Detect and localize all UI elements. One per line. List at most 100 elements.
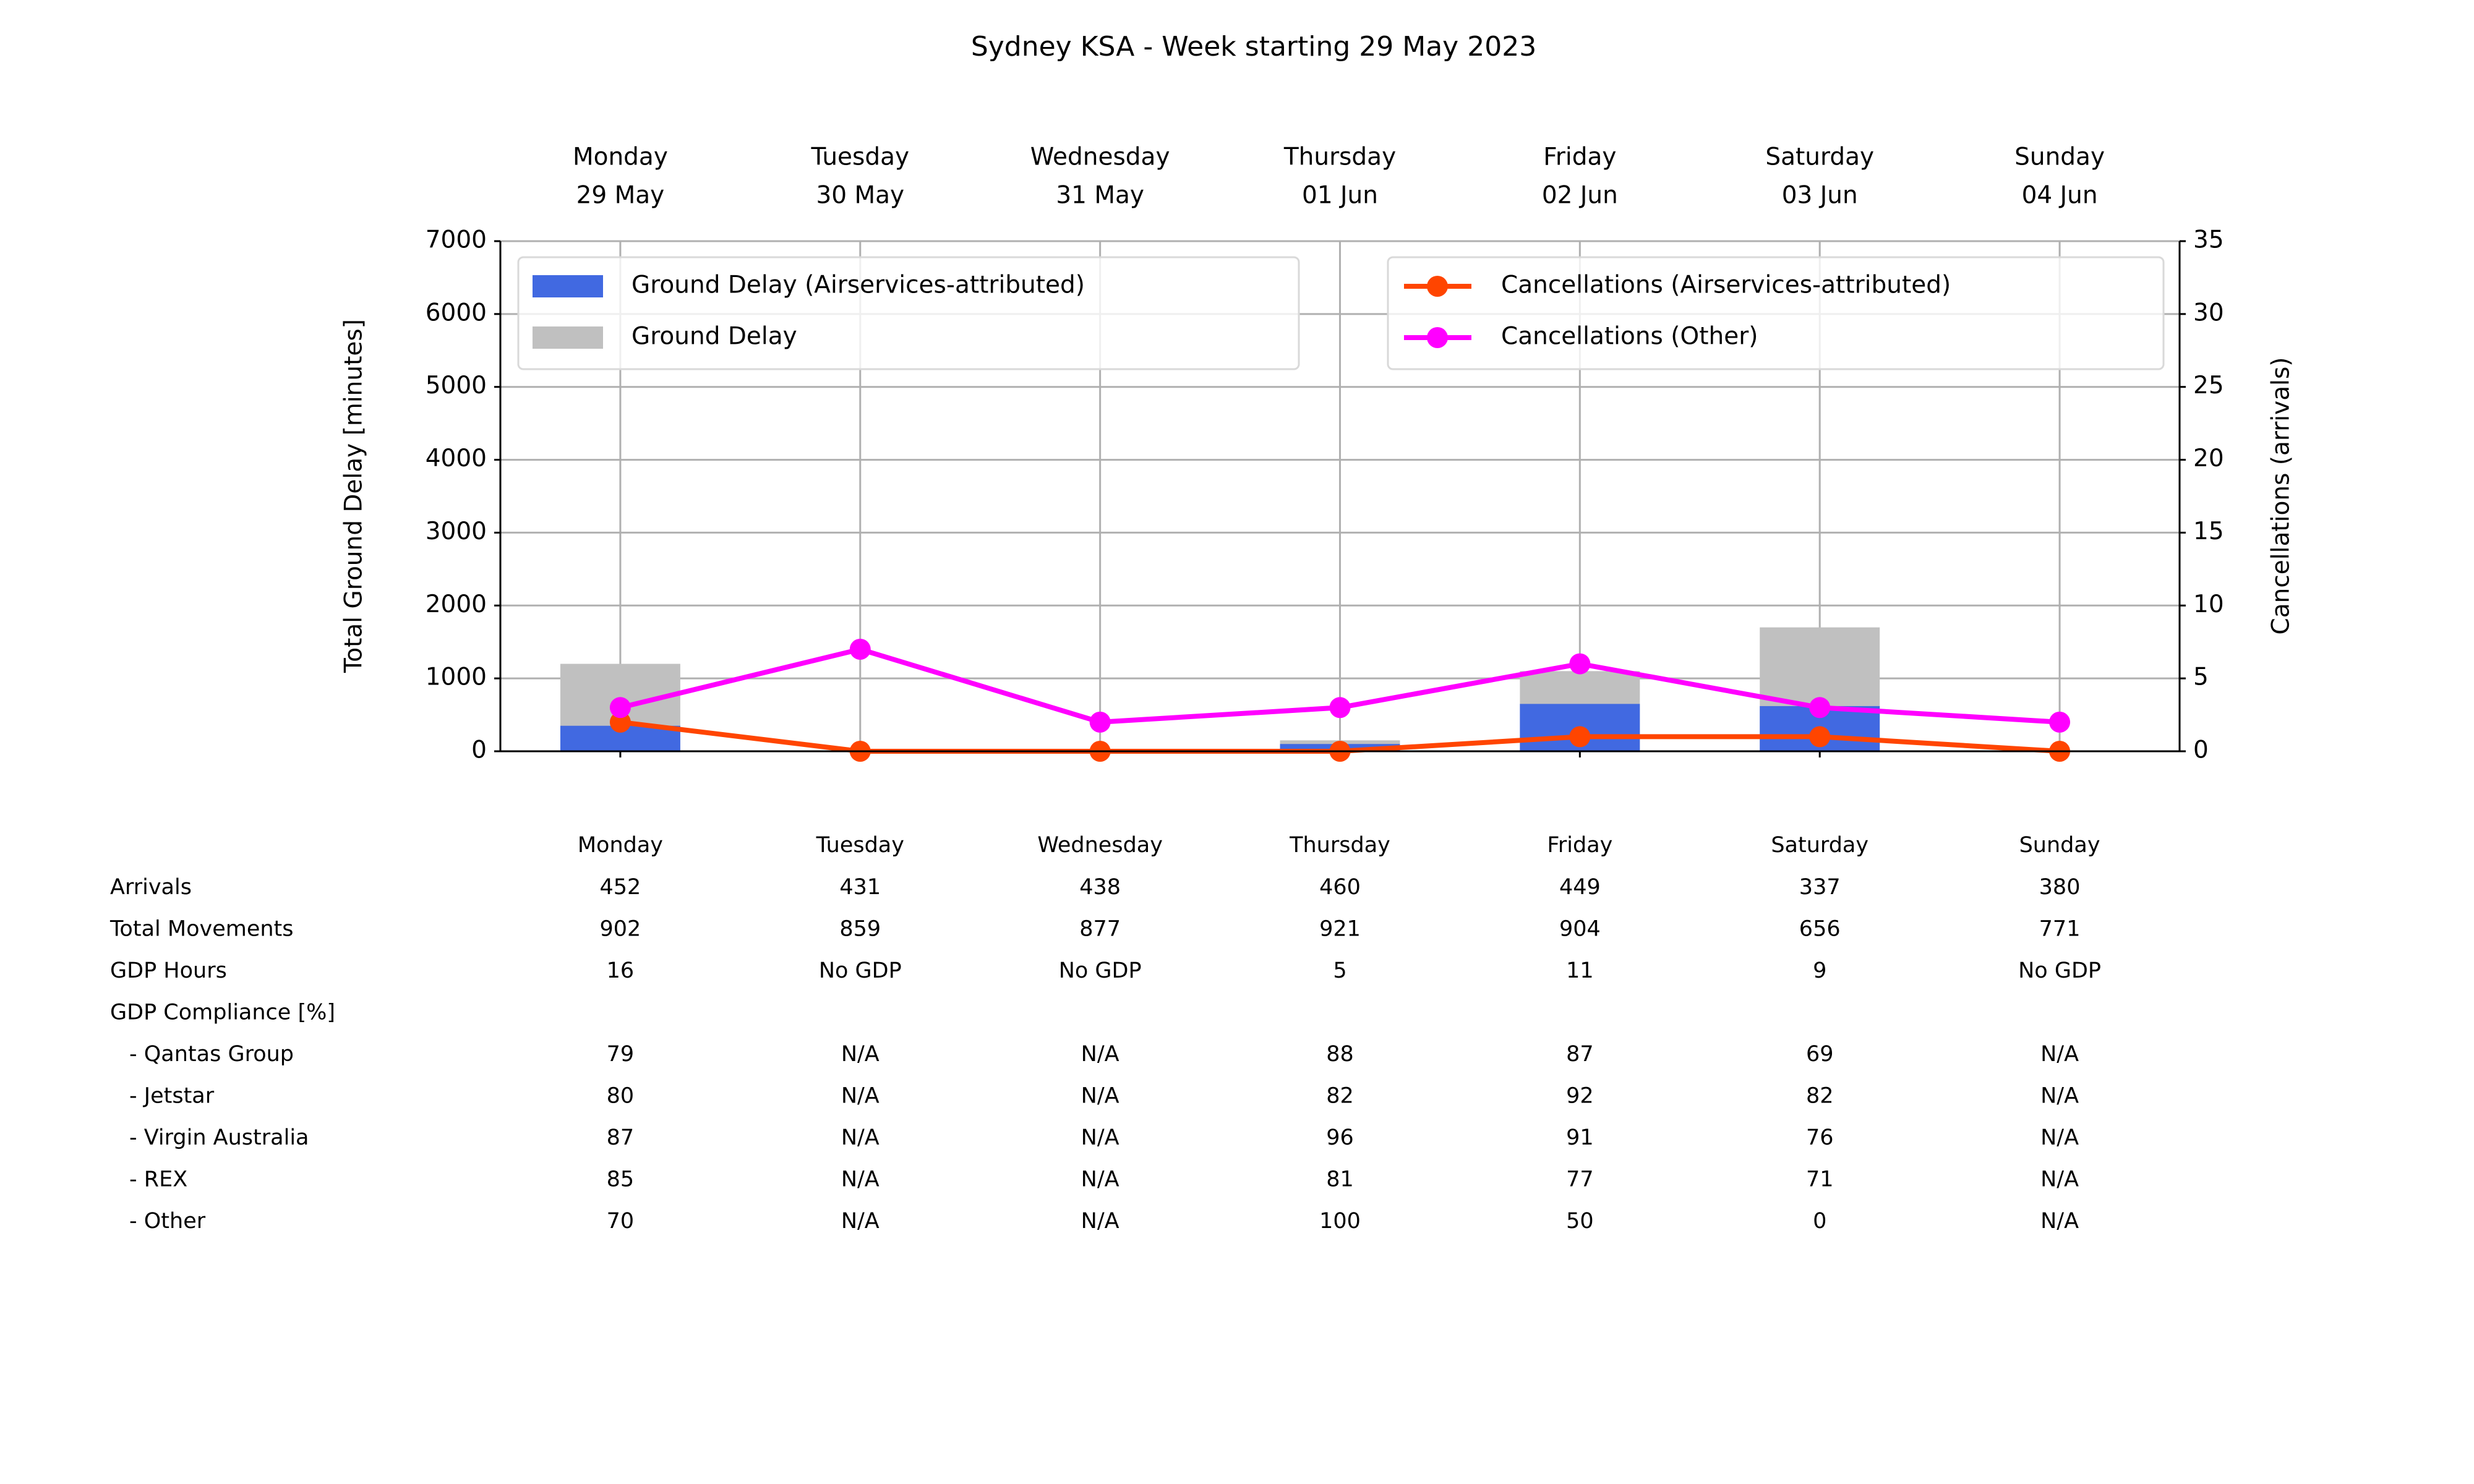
table-cell: 91 xyxy=(1566,1125,1594,1150)
table-row-label: - Qantas Group xyxy=(129,1042,294,1067)
table-header: Monday xyxy=(578,833,663,858)
top-category-label: Thursday xyxy=(1283,143,1396,171)
table-row-label: Total Movements xyxy=(109,917,294,942)
table-cell: 82 xyxy=(1326,1084,1354,1109)
y-tick-label: 5000 xyxy=(426,372,487,399)
y-tick-label: 7000 xyxy=(426,226,487,254)
y2-axis-label: Cancellations (arrivals) xyxy=(2267,357,2295,635)
y2-tick-label: 5 xyxy=(2193,663,2209,691)
table-cell: N/A xyxy=(2040,1209,2079,1234)
top-category-label: Monday xyxy=(573,143,668,171)
y2-tick-label: 30 xyxy=(2193,299,2224,326)
top-category-label: Tuesday xyxy=(810,143,909,171)
legend-box xyxy=(517,256,1300,370)
table-row-label: GDP Compliance [%] xyxy=(110,1000,335,1025)
table-cell: 771 xyxy=(2039,917,2081,942)
table-cell: 69 xyxy=(1806,1042,1834,1067)
table-cell: N/A xyxy=(841,1125,880,1150)
table-header: Tuesday xyxy=(816,833,904,858)
table-header: Thursday xyxy=(1289,833,1390,858)
y-tick-label: 0 xyxy=(471,736,487,764)
marker xyxy=(609,711,631,733)
table-cell: 82 xyxy=(1806,1084,1834,1109)
legend-marker xyxy=(1427,276,1448,297)
table-cell: 85 xyxy=(607,1167,635,1192)
table-cell: N/A xyxy=(841,1084,880,1109)
table-cell: 904 xyxy=(1559,917,1601,942)
y2-tick-label: 25 xyxy=(2193,372,2224,399)
top-date-label: 31 May xyxy=(1056,182,1144,210)
table-cell: 92 xyxy=(1566,1084,1594,1109)
marker xyxy=(1569,653,1591,675)
table-header: Sunday xyxy=(2019,833,2100,858)
table-cell: N/A xyxy=(841,1209,880,1234)
table-cell: 902 xyxy=(600,917,641,942)
legend-label: Cancellations (Airservices-attributed) xyxy=(1501,271,1951,299)
y-tick-label: 1000 xyxy=(426,663,487,691)
table-cell: 50 xyxy=(1566,1209,1594,1234)
marker xyxy=(849,639,871,660)
top-date-label: 30 May xyxy=(816,182,904,210)
table-cell: 431 xyxy=(839,875,881,900)
table-cell: No GDP xyxy=(1059,958,1142,983)
table-cell: 71 xyxy=(1806,1167,1834,1192)
y2-tick-label: 20 xyxy=(2193,445,2224,472)
chart-title: Sydney KSA - Week starting 29 May 2023 xyxy=(971,31,1536,62)
top-category-label: Sunday xyxy=(2014,143,2105,171)
table-cell: 81 xyxy=(1326,1167,1354,1192)
table-row-label: GDP Hours xyxy=(110,958,227,983)
marker xyxy=(1329,697,1351,719)
table-cell: 877 xyxy=(1079,917,1121,942)
table-cell: 79 xyxy=(607,1042,635,1067)
table-cell: N/A xyxy=(841,1167,880,1192)
y-tick-label: 2000 xyxy=(426,591,487,618)
table-cell: 921 xyxy=(1319,917,1361,942)
marker xyxy=(1809,697,1831,719)
table-cell: 337 xyxy=(1799,875,1841,900)
table-cell: N/A xyxy=(1081,1042,1119,1067)
top-date-label: 02 Jun xyxy=(1542,182,1618,210)
legend-label: Ground Delay (Airservices-attributed) xyxy=(631,271,1085,299)
table-header: Wednesday xyxy=(1037,833,1163,858)
table-cell: 452 xyxy=(600,875,641,900)
marker xyxy=(609,697,631,719)
table-cell: 460 xyxy=(1319,875,1361,900)
top-date-label: 29 May xyxy=(576,182,665,210)
table-cell: N/A xyxy=(2040,1167,2079,1192)
legend-marker xyxy=(1427,327,1448,348)
top-category-label: Wednesday xyxy=(1030,143,1170,171)
table-cell: N/A xyxy=(1081,1209,1119,1234)
table-cell: 88 xyxy=(1326,1042,1354,1067)
top-date-label: 01 Jun xyxy=(1302,182,1378,210)
table-cell: 96 xyxy=(1326,1125,1354,1150)
table-cell: 11 xyxy=(1566,958,1594,983)
legend-label: Cancellations (Other) xyxy=(1501,323,1758,351)
table-cell: 100 xyxy=(1319,1209,1361,1234)
top-date-label: 04 Jun xyxy=(2022,182,2098,210)
table-cell: 449 xyxy=(1559,875,1601,900)
top-category-label: Saturday xyxy=(1765,143,1874,171)
table-cell: 77 xyxy=(1566,1167,1594,1192)
table-row-label: - Jetstar xyxy=(129,1084,215,1109)
table-cell: N/A xyxy=(1081,1084,1119,1109)
table-cell: N/A xyxy=(2040,1042,2079,1067)
y-tick-label: 3000 xyxy=(426,518,487,545)
table-cell: N/A xyxy=(841,1042,880,1067)
legend-swatch xyxy=(533,326,603,349)
table-cell: 380 xyxy=(2039,875,2081,900)
top-date-label: 03 Jun xyxy=(1782,182,1858,210)
y2-tick-label: 35 xyxy=(2193,226,2224,254)
table-cell: 87 xyxy=(607,1125,635,1150)
table-cell: 859 xyxy=(839,917,881,942)
table-cell: 16 xyxy=(607,958,635,983)
table-row-label: - REX xyxy=(129,1167,187,1192)
table-cell: N/A xyxy=(2040,1125,2079,1150)
table-cell: 76 xyxy=(1806,1125,1834,1150)
y2-tick-label: 0 xyxy=(2193,736,2209,764)
marker xyxy=(1569,726,1591,748)
y-tick-label: 6000 xyxy=(426,299,487,326)
table-cell: 656 xyxy=(1799,917,1841,942)
table-cell: No GDP xyxy=(2018,958,2101,983)
y2-tick-label: 15 xyxy=(2193,518,2224,545)
